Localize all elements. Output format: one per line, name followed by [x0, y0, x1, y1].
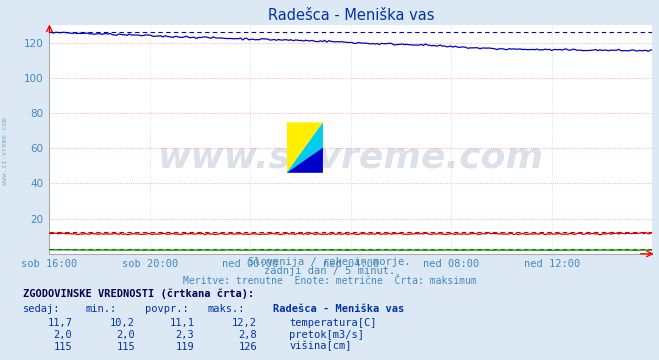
Text: ZGODOVINSKE VREDNOSTI (črtkana črta):: ZGODOVINSKE VREDNOSTI (črtkana črta): — [23, 288, 254, 299]
Text: Radešca - Meniška vas: Radešca - Meniška vas — [273, 304, 405, 314]
Text: maks.:: maks.: — [208, 304, 245, 314]
Text: 115: 115 — [54, 342, 72, 352]
Text: 115: 115 — [117, 342, 135, 352]
Text: 12,2: 12,2 — [232, 318, 257, 328]
Text: višina[cm]: višina[cm] — [289, 341, 352, 352]
Text: 11,1: 11,1 — [169, 318, 194, 328]
Text: temperatura[C]: temperatura[C] — [289, 318, 377, 328]
Polygon shape — [287, 122, 323, 173]
Text: 119: 119 — [176, 342, 194, 352]
Polygon shape — [287, 148, 323, 173]
Text: www.si-vreme.com: www.si-vreme.com — [2, 117, 9, 185]
Text: zadnji dan / 5 minut.: zadnji dan / 5 minut. — [264, 266, 395, 276]
Text: sedaj:: sedaj: — [23, 304, 61, 314]
Polygon shape — [287, 122, 323, 173]
Text: Meritve: trenutne  Enote: metrične  Črta: maksimum: Meritve: trenutne Enote: metrične Črta: … — [183, 276, 476, 286]
Text: 2,3: 2,3 — [176, 330, 194, 340]
Title: Radešca - Meniška vas: Radešca - Meniška vas — [268, 8, 434, 23]
Text: 2,0: 2,0 — [54, 330, 72, 340]
Text: 126: 126 — [239, 342, 257, 352]
Text: pretok[m3/s]: pretok[m3/s] — [289, 330, 364, 340]
Text: 10,2: 10,2 — [110, 318, 135, 328]
Text: 2,0: 2,0 — [117, 330, 135, 340]
Text: www.si-vreme.com: www.si-vreme.com — [158, 141, 544, 175]
Text: povpr.:: povpr.: — [145, 304, 188, 314]
Text: 2,8: 2,8 — [239, 330, 257, 340]
Text: 11,7: 11,7 — [47, 318, 72, 328]
Text: Slovenija / reke in morje.: Slovenija / reke in morje. — [248, 257, 411, 267]
Text: min.:: min.: — [86, 304, 117, 314]
